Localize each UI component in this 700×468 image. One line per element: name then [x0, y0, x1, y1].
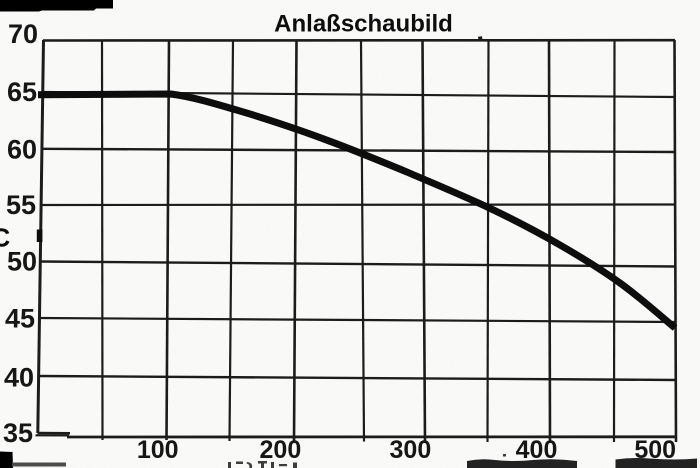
svg-text:45: 45: [5, 304, 35, 334]
svg-text:70: 70: [8, 19, 38, 49]
svg-text:300: 300: [390, 436, 432, 464]
svg-text:35: 35: [3, 418, 33, 448]
svg-text:C: C: [0, 223, 11, 253]
svg-text:40: 40: [4, 363, 34, 393]
svg-text:65: 65: [7, 77, 37, 107]
svg-text:200: 200: [260, 436, 302, 464]
svg-text:100: 100: [137, 436, 179, 464]
svg-text:60: 60: [7, 135, 37, 165]
svg-text:50: 50: [7, 247, 37, 277]
svg-text:Anlaßschaubild: Anlaßschaubild: [274, 11, 453, 38]
svg-text:55: 55: [6, 190, 36, 220]
